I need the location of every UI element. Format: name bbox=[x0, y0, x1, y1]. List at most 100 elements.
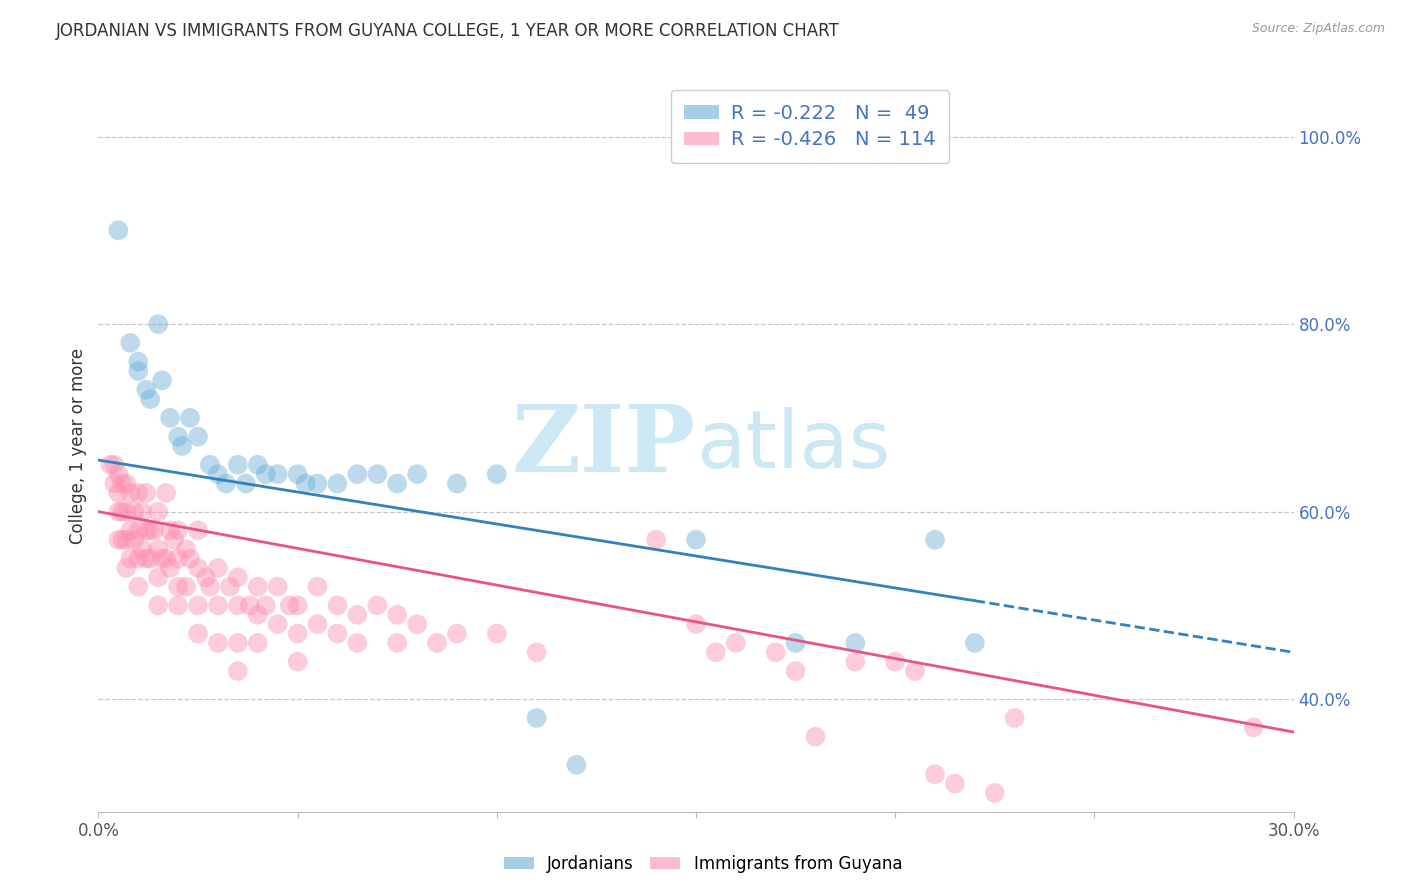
Point bbox=[167, 429, 190, 443]
Point bbox=[198, 580, 221, 594]
Point bbox=[884, 655, 907, 669]
Point bbox=[406, 617, 429, 632]
Point bbox=[155, 551, 177, 566]
Point bbox=[187, 599, 209, 613]
Point bbox=[385, 607, 409, 622]
Legend: R = -0.222   N =  49, R = -0.426   N = 114: R = -0.222 N = 49, R = -0.426 N = 114 bbox=[671, 90, 949, 163]
Point bbox=[924, 767, 946, 781]
Point bbox=[139, 551, 162, 566]
Point bbox=[307, 580, 329, 594]
Point bbox=[124, 533, 146, 547]
Point bbox=[103, 476, 125, 491]
Point bbox=[254, 599, 277, 613]
Point bbox=[485, 467, 508, 482]
Point bbox=[239, 599, 262, 613]
Point bbox=[198, 458, 221, 472]
Point bbox=[844, 636, 866, 650]
Point bbox=[1004, 711, 1026, 725]
Y-axis label: College, 1 year or more: College, 1 year or more bbox=[69, 348, 87, 544]
Point bbox=[426, 636, 449, 650]
Point bbox=[254, 467, 277, 482]
Point bbox=[127, 580, 149, 594]
Point bbox=[326, 599, 349, 613]
Point bbox=[246, 607, 269, 622]
Point bbox=[111, 505, 134, 519]
Point bbox=[107, 533, 129, 547]
Point bbox=[187, 626, 209, 640]
Point bbox=[307, 617, 329, 632]
Point bbox=[120, 335, 142, 350]
Point bbox=[984, 786, 1007, 800]
Point bbox=[127, 354, 149, 368]
Point bbox=[167, 524, 190, 538]
Point bbox=[148, 505, 170, 519]
Point bbox=[446, 626, 468, 640]
Point bbox=[111, 476, 134, 491]
Point bbox=[148, 317, 170, 331]
Point bbox=[207, 561, 229, 575]
Point bbox=[115, 533, 138, 547]
Point bbox=[346, 636, 368, 650]
Point bbox=[246, 636, 269, 650]
Point bbox=[167, 580, 190, 594]
Point bbox=[148, 542, 170, 557]
Point bbox=[103, 458, 125, 472]
Point bbox=[148, 570, 170, 584]
Legend: Jordanians, Immigrants from Guyana: Jordanians, Immigrants from Guyana bbox=[498, 848, 908, 880]
Point bbox=[704, 645, 727, 659]
Point bbox=[765, 645, 787, 659]
Point bbox=[326, 476, 349, 491]
Point bbox=[685, 617, 707, 632]
Point bbox=[115, 505, 138, 519]
Point bbox=[246, 580, 269, 594]
Point bbox=[287, 626, 309, 640]
Point bbox=[485, 626, 508, 640]
Point bbox=[526, 711, 548, 725]
Point bbox=[685, 533, 707, 547]
Point bbox=[207, 636, 229, 650]
Point bbox=[163, 533, 186, 547]
Text: atlas: atlas bbox=[696, 407, 890, 485]
Point bbox=[187, 561, 209, 575]
Point bbox=[1243, 720, 1265, 734]
Point bbox=[148, 599, 170, 613]
Point bbox=[226, 599, 249, 613]
Point bbox=[385, 476, 409, 491]
Point bbox=[267, 617, 290, 632]
Point bbox=[385, 636, 409, 650]
Point bbox=[131, 542, 153, 557]
Point bbox=[159, 524, 181, 538]
Point bbox=[127, 486, 149, 500]
Point bbox=[155, 486, 177, 500]
Point bbox=[172, 439, 194, 453]
Point bbox=[179, 410, 201, 425]
Point bbox=[804, 730, 827, 744]
Point bbox=[904, 664, 927, 678]
Point bbox=[406, 467, 429, 482]
Point bbox=[120, 524, 142, 538]
Point bbox=[167, 599, 190, 613]
Point bbox=[565, 757, 588, 772]
Point bbox=[207, 599, 229, 613]
Point bbox=[127, 524, 149, 538]
Point bbox=[107, 467, 129, 482]
Point bbox=[135, 383, 157, 397]
Point bbox=[307, 476, 329, 491]
Point bbox=[207, 467, 229, 482]
Point bbox=[235, 476, 257, 491]
Point bbox=[963, 636, 986, 650]
Point bbox=[187, 524, 209, 538]
Point bbox=[150, 373, 173, 387]
Point bbox=[446, 476, 468, 491]
Point bbox=[139, 524, 162, 538]
Point bbox=[143, 524, 166, 538]
Point bbox=[124, 505, 146, 519]
Text: ZIP: ZIP bbox=[512, 401, 696, 491]
Point bbox=[943, 776, 966, 790]
Point bbox=[179, 551, 201, 566]
Point bbox=[785, 664, 807, 678]
Point bbox=[120, 551, 142, 566]
Point bbox=[326, 626, 349, 640]
Point bbox=[131, 505, 153, 519]
Point bbox=[844, 655, 866, 669]
